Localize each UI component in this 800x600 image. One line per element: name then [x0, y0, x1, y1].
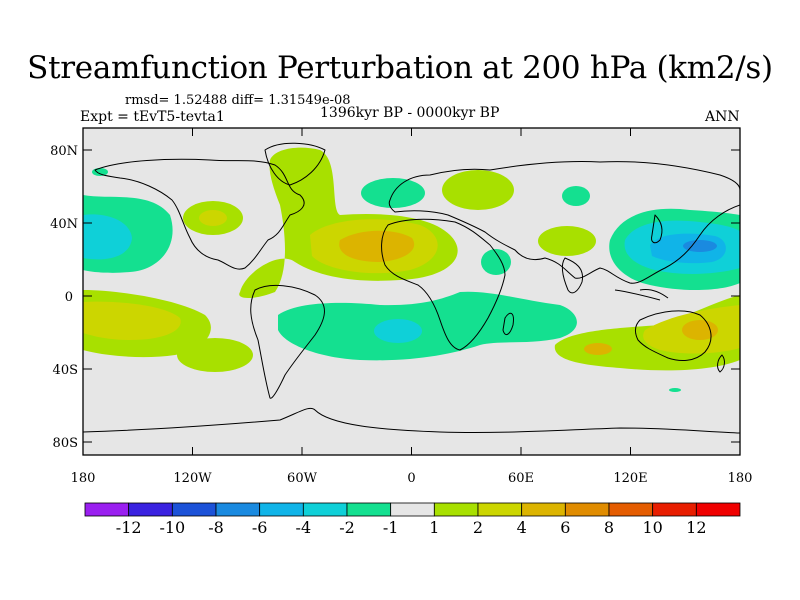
colorbar-labels: -12 -10 -8 -6 -4 -2 -1 1 2 4 6 8 10 12 [116, 518, 707, 537]
colorbar-swatch [346, 502, 392, 517]
lon-label: 180 [71, 471, 96, 486]
neutral-background [83, 128, 740, 455]
coast-japan [651, 214, 663, 244]
lat-labels: 80N 40N 0 40S 80S [50, 144, 78, 451]
contour-neg-southern-ocean [669, 388, 681, 392]
coast-australia [635, 310, 712, 361]
coast-africa [381, 218, 506, 351]
contour-pos-east-australia-core [682, 320, 718, 340]
colorbar-swatch [259, 502, 304, 517]
map-title: Streamfunction Perturbation at 200 hPa (… [27, 50, 773, 86]
coast-south-america [250, 285, 325, 399]
lon-label: 60W [287, 471, 318, 486]
coast-eurasia [388, 161, 740, 284]
colorbar-swatch [215, 502, 261, 517]
colorbar-swatch [477, 502, 523, 517]
colorbar-swatch [433, 502, 479, 517]
colorbar-swatch [84, 502, 130, 517]
colorbar-label: -12 [116, 518, 142, 537]
contour-neg-siberia [562, 186, 590, 206]
colorbar-swatch [128, 502, 173, 517]
contour-pos-australia-core [584, 343, 612, 355]
colorbar-swatch [171, 502, 217, 517]
colorbar-swatch [608, 502, 654, 517]
colorbar-label: -10 [159, 518, 185, 537]
contour-pos-south-america [177, 338, 253, 372]
period-text: 1396kyr BP - 0000kyr BP [320, 105, 500, 121]
lat-label: 40N [50, 217, 78, 232]
coast-indonesia [614, 289, 669, 301]
lat-label: 0 [65, 290, 73, 305]
colorbar-label: 6 [560, 518, 570, 537]
lon-labels: 180 120W 60W 0 60E 120E 180 [71, 471, 753, 486]
contour-neg-south-atlantic-core [374, 319, 422, 343]
colorbar-swatch [302, 502, 348, 517]
colorbar-label: 2 [473, 518, 483, 537]
lat-label: 80N [50, 144, 78, 159]
experiment-text: Expt = tEvT5-tevta1 [80, 109, 225, 125]
coast-india [561, 257, 584, 294]
lon-label: 0 [407, 471, 415, 486]
season-label: ANN [705, 109, 740, 125]
coast-north-america [94, 158, 305, 270]
contour-pos-africa-core [339, 230, 415, 262]
lat-label: 40S [53, 363, 78, 378]
lon-ticks [192, 128, 631, 455]
colorbar-swatch [390, 502, 435, 517]
contour-field [83, 128, 740, 455]
colorbar-swatch [564, 502, 610, 517]
colorbar-label: -1 [383, 518, 399, 537]
contour-pos-north-america-core [199, 210, 227, 226]
colorbar-label: -4 [296, 518, 312, 537]
colorbar-label: 10 [642, 518, 662, 537]
coastlines [83, 142, 740, 434]
contour-pos-central-asia [538, 226, 596, 256]
colorbar-label: 12 [686, 518, 706, 537]
colorbar [84, 502, 741, 517]
lon-label: 120W [173, 471, 212, 486]
coast-new-zealand [717, 354, 725, 373]
contour-pos-south-pacific-core [83, 301, 181, 340]
colorbar-label: -8 [208, 518, 224, 537]
coast-antarctica [83, 407, 740, 434]
lon-label: 60E [508, 471, 534, 486]
lat-label: 80S [53, 436, 78, 451]
contour-neg-east-pacific-core [83, 214, 132, 260]
colorbar-swatch [652, 502, 697, 517]
colorbar-label: 8 [604, 518, 614, 537]
coast-madagascar [502, 312, 514, 336]
colorbar-label: -6 [252, 518, 268, 537]
contour-neg-west-pacific-core [683, 240, 717, 252]
lon-label: 180 [728, 471, 753, 486]
colorbar-label: -2 [339, 518, 355, 537]
coast-greenland [264, 142, 326, 186]
contour-pos-europe [442, 170, 514, 210]
colorbar-label: 1 [429, 518, 439, 537]
colorbar-label: 4 [517, 518, 527, 537]
contour-neg-arctic [92, 168, 108, 176]
colorbar-swatch [521, 502, 566, 517]
contour-neg-south-atlantic-indian [278, 291, 577, 361]
lat-ticks [83, 149, 740, 443]
colorbar-swatch [695, 502, 741, 517]
lon-label: 120E [613, 471, 647, 486]
stats-text: rmsd= 1.52488 diff= 1.31549e-08 [125, 93, 351, 108]
